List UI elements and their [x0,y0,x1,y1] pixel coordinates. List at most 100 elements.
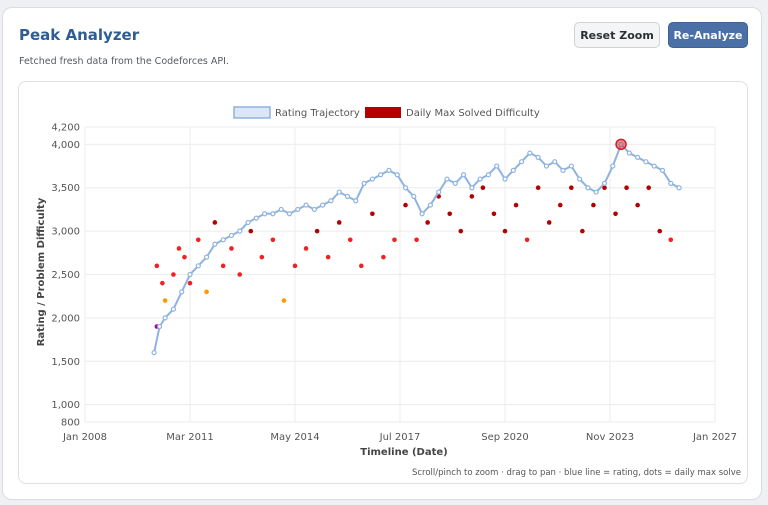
rating-point [328,198,334,204]
rating-point [336,189,342,195]
daily-max-point [403,202,408,208]
y-axis-label: Rating / Problem Difficulty [36,197,47,346]
daily-max-point [602,185,607,191]
chart-footnote: Scroll/pinch to zoom · drag to pan · blu… [412,468,741,478]
rating-point [502,176,508,182]
reanalyze-button[interactable]: Re-Analyze [668,22,748,48]
daily-max-point [491,211,497,217]
rating-point [460,172,467,178]
y-tick-label: 800 [61,418,80,429]
rating-point [419,211,425,217]
rating-point [494,163,500,169]
rating-point [560,167,566,173]
daily-max-series [154,185,674,329]
peak-analyzer-card: Peak Analyzer Fetched fresh data from th… [2,7,762,500]
daily-max-point [591,202,596,208]
daily-max-point [624,185,629,191]
y-tick-label: 3,000 [51,227,80,238]
rating-point [552,159,558,165]
reset-zoom-button[interactable]: Reset Zoom [574,22,660,48]
rating-point [187,271,193,278]
daily-max-point [580,228,585,234]
rating-point [170,306,177,312]
daily-max-point [569,185,574,191]
rating-point [237,228,243,234]
daily-max-point [469,194,475,199]
rating-point [543,163,550,169]
daily-max-point [187,280,193,286]
chart-container[interactable]: 800 1,000 1,500 2,000 2,500 3,000 3,500 4,000 4,… [18,81,748,484]
daily-max-point [248,228,254,234]
rating-point [353,198,359,204]
rating-point [469,185,475,191]
rating-point [295,206,301,213]
daily-max-point [425,220,430,225]
x-axis-ticks: Jan 2008 Mar 2011 May 2014 Jul 2017 Sep 2020… [62,432,737,443]
daily-max-point [657,228,663,234]
status-message: Fetched fresh data from the Codeforces A… [19,56,229,67]
rating-point [361,180,367,186]
legend-swatch-daily [365,107,401,118]
y-tick-label: 1,500 [51,357,80,368]
daily-max-point [359,263,364,269]
rating-point [386,167,392,173]
rating-point [477,176,483,182]
rating-point [510,167,516,173]
rating-point [245,219,251,226]
daily-max-point [220,263,226,269]
rating-point [585,185,591,191]
legend-label-daily: Daily Max Solved Difficulty [406,108,540,119]
rating-point [518,159,525,165]
page-title: Peak Analyzer [19,26,140,44]
rating-point [626,150,632,156]
rating-point [286,211,293,217]
rating-point [162,315,168,321]
daily-max-point [154,263,160,269]
daily-max-point [392,237,397,243]
daily-max-point [668,237,674,243]
rating-point [228,232,235,239]
daily-max-point [646,185,651,191]
rating-point [436,189,442,195]
legend[interactable]: Rating Trajectory Daily Max Solved Diffi… [233,106,540,119]
rating-point [311,206,317,213]
daily-max-point [546,220,552,225]
daily-max-point [513,202,519,208]
rating-point [527,150,533,156]
rating-point [676,185,682,191]
daily-max-point [480,185,486,191]
x-axis-label: Timeline (Date) [360,447,447,458]
rating-point [151,349,157,356]
rating-point [303,202,309,208]
rating-point [179,289,185,295]
y-tick-label: 4,000 [51,140,80,151]
rating-chart[interactable]: 800 1,000 1,500 2,000 2,500 3,000 3,500 4,000 4,… [19,82,747,483]
rating-point [402,185,409,191]
daily-max-point [204,289,209,295]
daily-max-point [458,228,464,234]
rating-point [203,254,210,260]
x-tick-label: Nov 2023 [586,432,634,443]
daily-max-point [237,272,243,277]
rating-point [220,237,226,243]
daily-max-point [270,237,276,243]
daily-max-point [314,228,320,234]
rating-point [568,163,574,169]
y-tick-label: 4,200 [51,123,80,134]
daily-max-point [259,254,265,260]
rating-point [485,172,492,178]
y-tick-label: 2,000 [51,313,80,324]
daily-max-point [447,211,453,217]
daily-max-point [381,254,386,260]
daily-max-point [281,298,287,303]
rating-point [212,241,218,247]
rating-point [535,154,541,160]
daily-max-point [182,254,187,260]
rating-point [452,180,458,186]
x-tick-label: May 2014 [270,432,319,443]
daily-max-point [303,246,309,251]
y-tick-label: 3,500 [51,183,80,194]
daily-max-point [176,246,182,251]
rating-point [601,180,608,186]
x-tick-label: Jan 2008 [62,432,107,443]
